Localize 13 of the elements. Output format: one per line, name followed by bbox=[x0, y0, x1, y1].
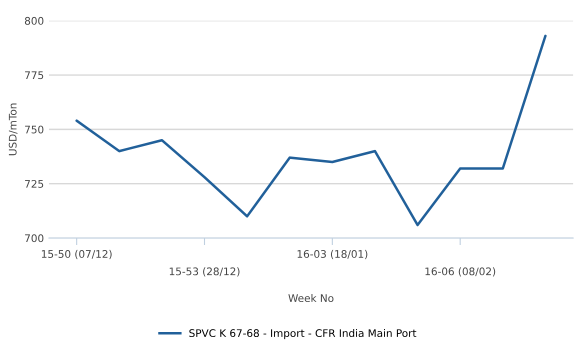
y-axis-title: USD/mTon bbox=[8, 104, 18, 156]
y-tick-label: 725 bbox=[25, 180, 44, 188]
x-axis-title: Week No bbox=[288, 294, 334, 302]
x-tick-label: 16-06 (08/02) bbox=[425, 267, 496, 277]
x-tick-label: 15-53 (28/12) bbox=[170, 267, 240, 277]
x-tick-label: 16-03 (18/01) bbox=[298, 250, 368, 260]
y-tick-label: 750 bbox=[25, 126, 44, 134]
y-tick-label: 800 bbox=[24, 16, 44, 25]
legend-label: SPVC K 67-68 - Import - CFR India Main Port bbox=[189, 328, 416, 340]
x-tick-label: 15-50 (07/12) bbox=[42, 250, 112, 260]
line-series bbox=[75, 34, 547, 226]
y-tick-label: 700 bbox=[25, 234, 44, 242]
y-tick-label: 775 bbox=[25, 71, 44, 80]
